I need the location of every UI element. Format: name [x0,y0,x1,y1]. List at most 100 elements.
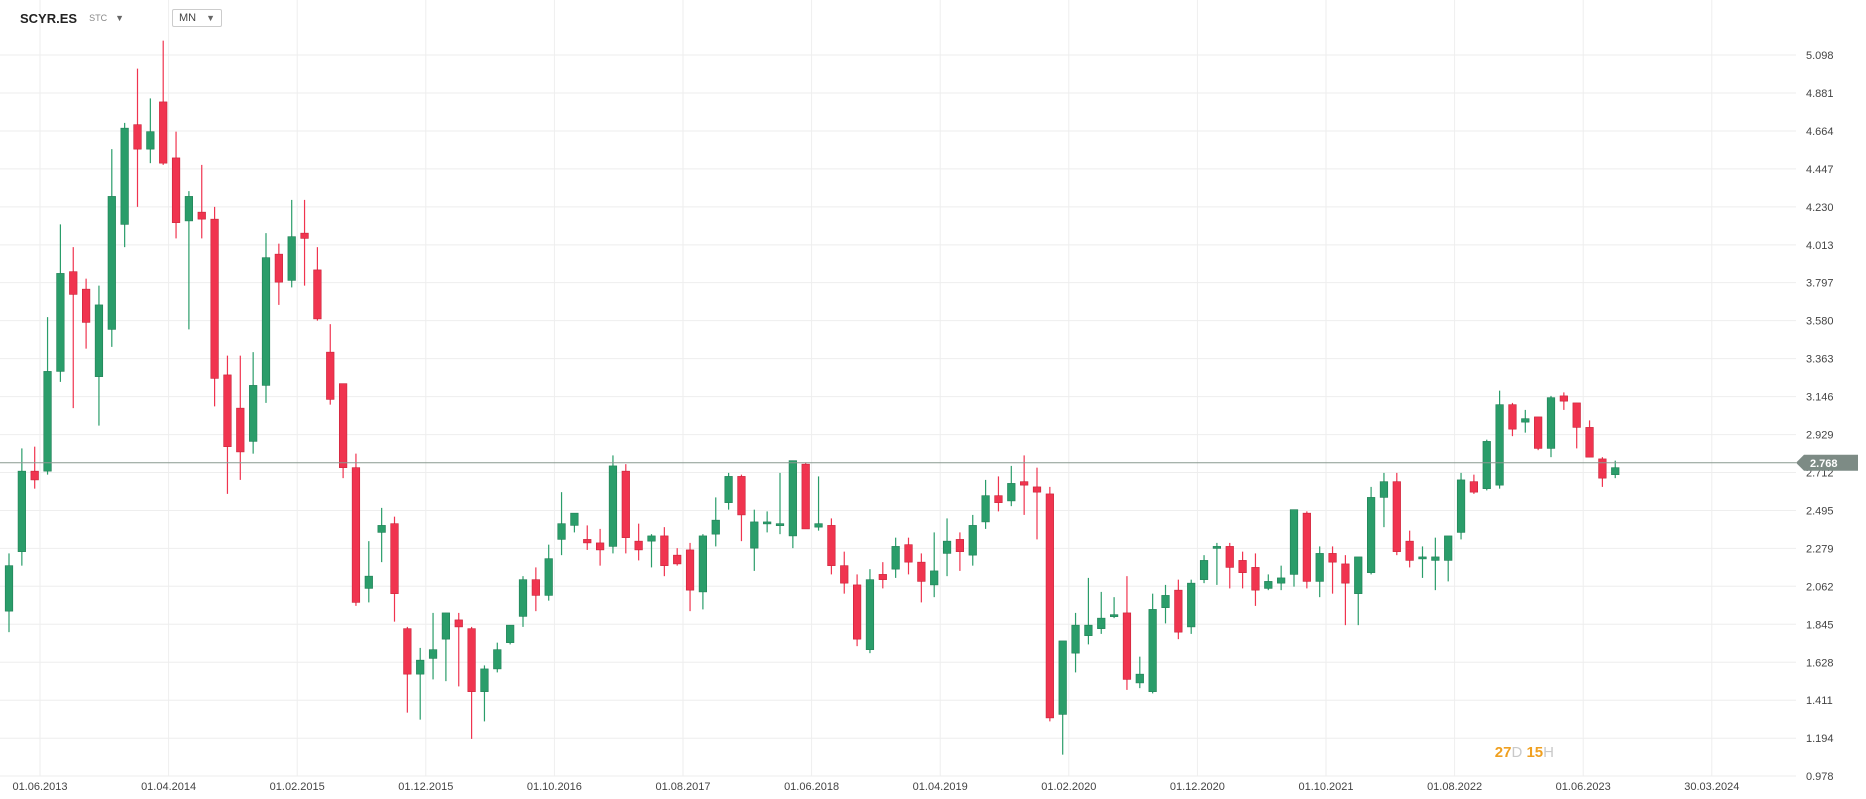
y-tick-label: 0.978 [1806,771,1834,783]
candle [1508,402,1517,437]
last-price-label: 2.768 [1810,458,1838,470]
candle-body [788,460,797,537]
candle [1097,591,1106,634]
y-tick-label: 4.013 [1806,240,1834,252]
candle-body [1418,556,1427,560]
y-tick-label: 1.628 [1806,657,1834,669]
candle-body [133,124,142,150]
candle [827,518,836,575]
candle-body [1534,416,1543,449]
candle [159,40,168,165]
candle-body [942,540,952,554]
candles [4,40,1620,755]
candle-body [1469,481,1478,493]
candle [775,472,785,535]
candle-body [1546,397,1556,449]
candle-body [1289,509,1299,575]
candle [968,514,977,566]
candle-body [1097,617,1106,629]
candle-body [56,273,65,372]
candle-body [518,579,528,617]
y-tick-label: 4.447 [1806,164,1834,176]
time-axis[interactable]: 01.06.2013 01.04.2014 01.02.2015 01.12.2015… [12,781,1739,793]
candle [1007,465,1016,507]
candle-body [210,218,219,379]
candle [1392,472,1401,556]
candle [865,569,875,654]
candle-body [1508,404,1517,430]
candle [223,355,232,494]
candle [955,532,964,571]
candle [518,576,528,627]
symbol-label[interactable]: SCYR.ES [20,10,78,26]
candle [1367,486,1376,575]
candle-body [1264,581,1273,589]
candle [788,460,797,549]
candle [493,642,502,673]
candle [1572,402,1581,449]
candle [428,612,438,680]
candle [994,476,1003,512]
candle [454,612,463,687]
chart-toolbar: SCYR.ES STC ▼ MN ▼ [20,8,223,28]
candle [416,647,425,720]
last-price-tag [1796,454,1858,471]
candle [377,507,386,563]
candle-body [249,385,258,442]
candle-body [1225,546,1234,568]
candle-body [698,535,707,593]
candle-body [300,232,309,239]
candle [1135,656,1144,689]
candle [1199,555,1209,584]
candle [69,247,78,409]
price-axis[interactable]: 5.098 4.881 4.664 4.447 4.230 4.013 3.797 3.580… [1806,50,1834,783]
candle-body [377,525,386,533]
candle-body [274,253,283,283]
candle [685,542,695,612]
candle-body [570,512,579,526]
candle [441,612,451,682]
candle [1045,486,1054,722]
candle [146,98,155,164]
candle-body [1187,582,1196,628]
candle-body [634,540,643,551]
candle [82,278,91,349]
candle-body [364,575,373,589]
candle-body [1611,467,1620,475]
candle [608,455,618,554]
x-tick-label: 01.06.2013 [12,781,67,793]
candle-body [685,549,695,591]
candle-body [878,574,887,580]
candle [801,462,810,530]
candle-body [441,612,451,640]
candle [1495,390,1504,489]
candle [210,206,219,407]
candle [197,164,206,239]
candle [840,551,849,594]
candle [711,497,720,547]
candle [236,355,245,480]
candle-body [236,407,245,453]
candle-body [660,535,669,566]
candle [942,518,952,577]
candle [338,383,348,479]
candle-body [159,101,168,164]
candle [1238,551,1247,589]
candle-body [608,465,618,547]
candle [300,199,309,286]
symbol-dropdown-icon[interactable]: ▼ [115,13,124,23]
grid [0,0,1796,777]
candle-body [1212,546,1221,549]
candle [595,528,605,566]
candle [313,247,322,321]
candle [1251,553,1260,606]
y-tick-label: 1.845 [1806,619,1834,631]
candle-body [82,288,91,323]
chevron-down-icon: ▼ [206,13,216,23]
candle-body [287,236,296,281]
candle [737,474,746,542]
candle-body [955,539,964,552]
timeframe-select[interactable]: MN ▼ [172,9,223,27]
candle-body [891,546,900,570]
